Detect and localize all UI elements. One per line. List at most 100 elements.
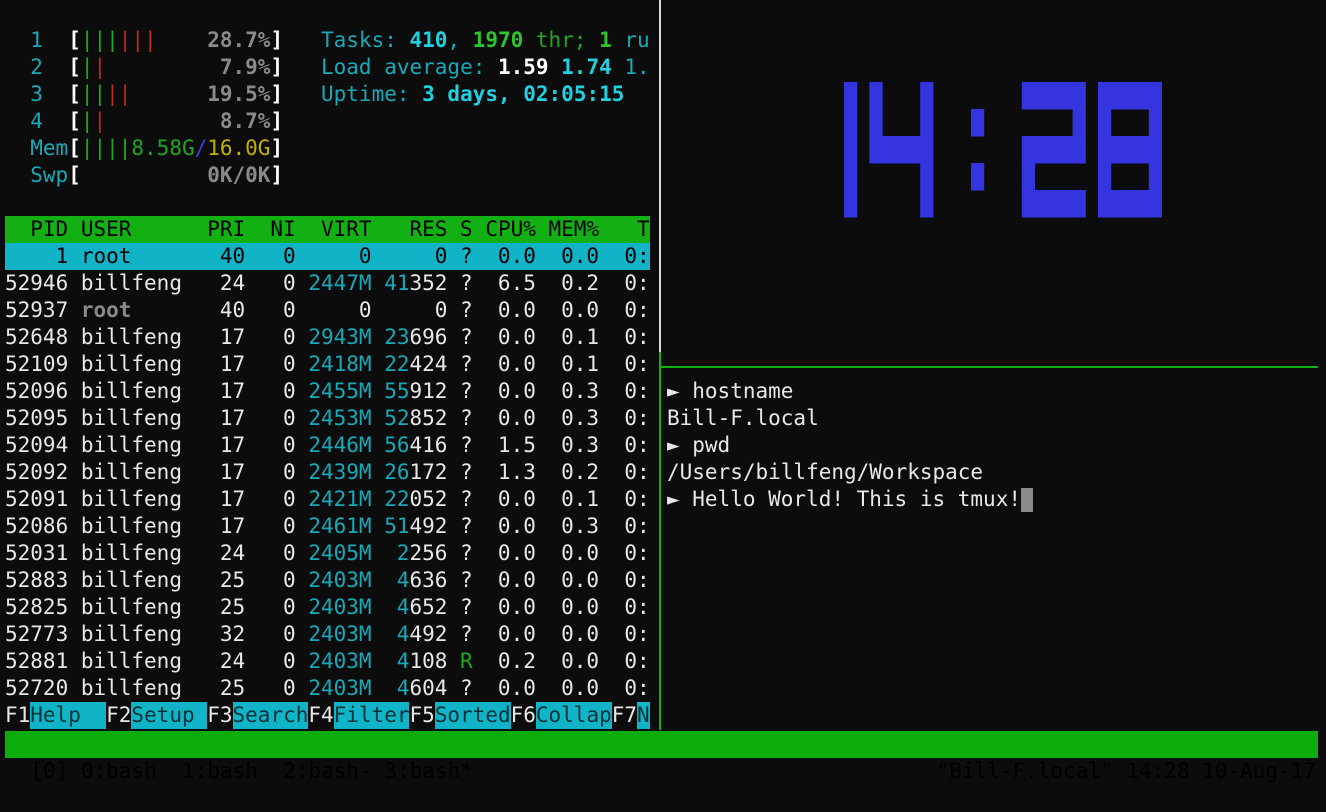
column-header-pid[interactable]: PID — [30, 217, 69, 241]
window-tab[interactable]: 0:bash — [80, 759, 157, 783]
fkey-f5[interactable]: F5 — [409, 703, 435, 727]
pid: 52946 — [5, 271, 69, 295]
clock-pixel — [844, 190, 858, 218]
res: 0 — [434, 244, 448, 268]
clock-pixel — [1021, 82, 1035, 110]
process-row[interactable]: 52937 root 40 0 0 0? 0.0 0.0 0: — [5, 297, 1325, 324]
tmux-clock — [844, 82, 1162, 218]
clock-pixel — [1136, 82, 1150, 110]
fkey-label[interactable]: Help — [30, 702, 107, 729]
meter-bracket: [ — [68, 163, 81, 187]
meter-bracket: [ — [68, 28, 81, 52]
time: 0: — [624, 622, 650, 646]
user: billfeng — [80, 676, 182, 700]
tasks-count: 410 — [409, 28, 448, 52]
fkey-f4[interactable]: F4 — [308, 703, 334, 727]
process-row[interactable]: 52881 billfeng 24 0 2403M 4108 R 0.2 0.0 0: — [5, 648, 1325, 675]
process-row[interactable]: 52946 billfeng 24 0 2447M 41352? 6.5 0.2 0: — [5, 270, 1325, 297]
pane-divider-vertical-active[interactable] — [659, 352, 661, 730]
process-table-header: PID USER PRI NI VIRT RES S CPU% MEM% T — [5, 216, 1325, 243]
meter-bar: | — [106, 82, 119, 106]
fkey-f6[interactable]: F6 — [510, 703, 536, 727]
process-row[interactable]: 52109 billfeng 17 0 2418M 22424? 0.0 0.1 0: — [5, 351, 1325, 378]
column-header-user[interactable]: USER — [80, 217, 132, 241]
pid: 52091 — [5, 487, 69, 511]
pid: 52086 — [5, 514, 69, 538]
mem-percent: 0.0 — [561, 676, 600, 700]
shell-line: ► Hello World! This is tmux! — [667, 486, 1326, 513]
window-tab[interactable]: 1:bash — [182, 759, 258, 783]
mem-percent: 0.1 — [561, 325, 600, 349]
pane-divider-vertical[interactable] — [659, 0, 661, 352]
process-row[interactable]: 52720 billfeng 25 0 2403M 4604? 0.0 0.0 0: — [5, 675, 1325, 702]
pid: 52720 — [5, 676, 69, 700]
mem-percent: 0.0 — [561, 298, 600, 322]
pid: 52096 — [5, 379, 69, 403]
fkey-f7[interactable]: F7 — [611, 703, 638, 727]
column-header-s[interactable]: S — [460, 217, 473, 241]
pid: 52031 — [5, 541, 69, 565]
process-row[interactable]: 52096 billfeng 17 0 2455M 55912? 0.0 0.3 0: — [5, 378, 1325, 405]
fkey-f3[interactable]: F3 — [207, 703, 233, 727]
fkey-f1[interactable]: F1 — [5, 703, 31, 727]
user: billfeng — [80, 541, 182, 565]
process-row[interactable]: 52773 billfeng 32 0 2403M 4492? 0.0 0.0 0: — [5, 621, 1325, 648]
column-header-pri[interactable]: PRI — [207, 217, 246, 241]
process-row[interactable]: 52086 billfeng 17 0 2461M 51492? 0.0 0.3 0: — [5, 513, 1325, 540]
pane-divider-horizontal[interactable] — [661, 366, 1318, 368]
clock-char-8 — [1098, 82, 1162, 218]
column-header-res[interactable]: RES — [409, 217, 448, 241]
fkey-label[interactable]: Search — [232, 702, 309, 729]
load-l15: 1. — [624, 55, 650, 79]
cpu-percent: 0.0 — [497, 406, 536, 430]
clock-pixel — [1110, 82, 1124, 110]
status-right: "Bill-F.local" 14:28 10-Aug-17 — [886, 731, 1316, 812]
mem-percent: 0.1 — [561, 487, 600, 511]
time: 0: — [624, 595, 650, 619]
process-row[interactable]: 1 root 40 0 0 0? 0.0 0.0 0: — [5, 243, 1325, 270]
clock-pixel — [869, 136, 883, 164]
cpu-percent: 28.7% — [207, 28, 271, 52]
process-row[interactable]: 52092 billfeng 17 0 2439M 26172? 1.3 0.2 0: — [5, 459, 1325, 486]
clock-char-colon — [971, 109, 985, 191]
virt: 2403M — [308, 622, 372, 646]
clock-pixel — [894, 136, 908, 164]
process-row[interactable]: 52094 billfeng 17 0 2446M 56416? 1.5 0.3 0: — [5, 432, 1325, 459]
meter-bar: | — [106, 28, 119, 52]
fkey-label[interactable]: N — [637, 702, 650, 729]
virt: 2403M — [308, 568, 372, 592]
window-tab[interactable]: 2:bash- — [283, 759, 372, 783]
meter-bracket: [ — [68, 136, 81, 160]
window-tab[interactable]: 3:bash* — [384, 759, 473, 783]
cpu-percent: 1.3 — [497, 460, 536, 484]
user: billfeng — [80, 406, 182, 430]
status-time: 14:28 — [1126, 759, 1190, 783]
process-row[interactable]: 52883 billfeng 25 0 2403M 4636? 0.0 0.0 0: — [5, 567, 1325, 594]
process-row[interactable]: 52648 billfeng 17 0 2943M 23696? 0.0 0.1 0: — [5, 324, 1325, 351]
process-row[interactable]: 52031 billfeng 24 0 2405M 2256? 0.0 0.0 0: — [5, 540, 1325, 567]
clock-pixel — [1047, 82, 1061, 110]
clock-pixel — [844, 82, 858, 110]
fkey-f2[interactable]: F2 — [106, 703, 132, 727]
cpu-label: 3 — [30, 82, 43, 106]
process-row[interactable]: 52095 billfeng 17 0 2453M 52852? 0.0 0.3 0: — [5, 405, 1325, 432]
meter-bar: | — [93, 109, 107, 133]
column-header-time[interactable]: T — [637, 217, 650, 241]
virt: 2943M — [308, 325, 372, 349]
column-header-virt[interactable]: VIRT — [320, 217, 372, 241]
fkey-label[interactable]: Setup — [131, 702, 208, 729]
column-header-cpu[interactable]: CPU% — [485, 217, 536, 241]
column-header-ni[interactable]: NI — [270, 217, 296, 241]
column-header-mem[interactable]: MEM% — [548, 217, 600, 241]
clock-pixel — [1021, 136, 1035, 164]
fkey-label[interactable]: Sorted — [434, 702, 511, 729]
res: 4108 — [396, 649, 448, 673]
fkey-label[interactable]: Collap — [535, 702, 612, 729]
fkey-label[interactable]: Filter — [333, 702, 410, 729]
process-row[interactable]: 52825 billfeng 25 0 2403M 4652? 0.0 0.0 0: — [5, 594, 1325, 621]
virt: 2446M — [308, 433, 372, 457]
process-row[interactable]: 52091 billfeng 17 0 2421M 22052? 0.0 0.1 0: — [5, 486, 1325, 513]
mem-percent: 0.2 — [561, 460, 600, 484]
swap-meter: Swp[0K/0K] — [5, 162, 1325, 189]
user: billfeng — [80, 271, 182, 295]
